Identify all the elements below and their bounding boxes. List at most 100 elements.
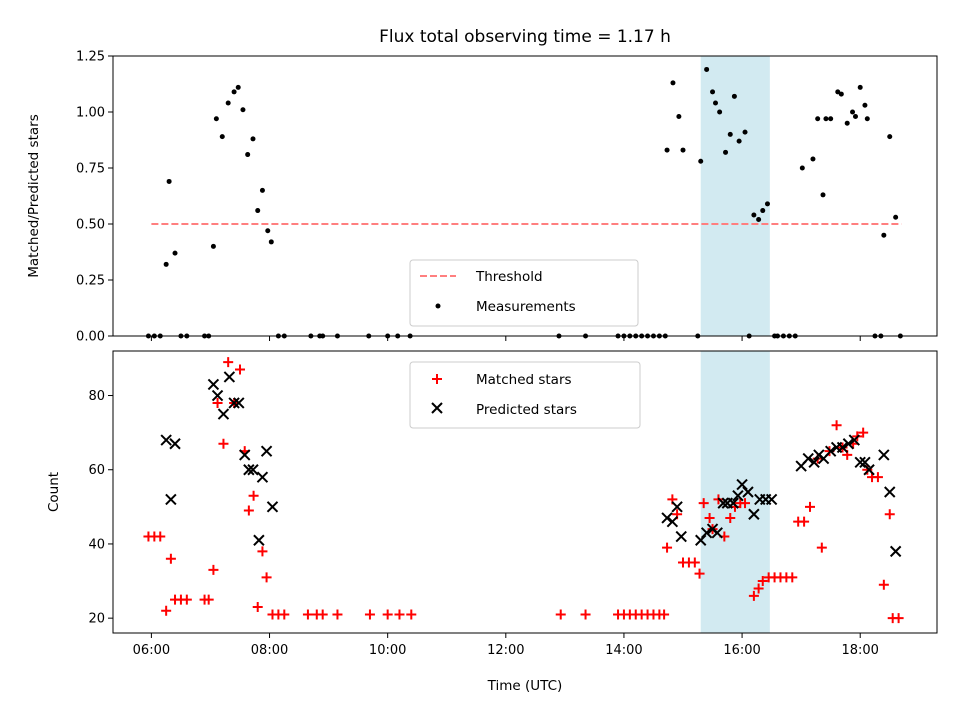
predicted-stars-point bbox=[661, 512, 673, 524]
measurements-point bbox=[764, 201, 770, 207]
predicted-stars-point bbox=[247, 464, 259, 476]
measurements-point bbox=[213, 116, 219, 122]
predicted-stars-point bbox=[732, 490, 744, 502]
matched-stars-point bbox=[662, 542, 673, 553]
count-x-axis: 06:00 08:00 10:00 12:00 14:00 16:00 18:00 bbox=[133, 633, 879, 658]
ratio-y-tick-label: 0.75 bbox=[76, 162, 105, 177]
measurements-point bbox=[799, 165, 805, 171]
predicted-stars-point bbox=[842, 438, 855, 450]
measurements-point bbox=[235, 84, 241, 90]
matched-stars-point bbox=[261, 572, 272, 583]
ratio-panel: Flux total observing time = 1.17 h 0.00 0… bbox=[26, 27, 938, 345]
matched-stars-point bbox=[161, 605, 172, 616]
measurements-point bbox=[881, 232, 887, 238]
measurements-point bbox=[231, 89, 237, 95]
ratio-y-tick-label: 0.25 bbox=[76, 274, 105, 289]
measurements-point bbox=[664, 147, 670, 153]
matched-stars-point bbox=[382, 609, 393, 620]
legend-predicted-swatch bbox=[431, 402, 443, 414]
matched-stars-point bbox=[580, 609, 591, 620]
measurements-point bbox=[698, 158, 704, 164]
predicted-stars-point bbox=[228, 397, 240, 409]
measurements-point bbox=[751, 212, 757, 218]
predicted-stars-point bbox=[169, 438, 181, 450]
matched-stars-point bbox=[165, 553, 176, 564]
matched-stars-point bbox=[317, 609, 328, 620]
measurements-point bbox=[864, 116, 870, 122]
count-panel: 20 40 60 80 06:00 08:00 10:00 12:00 14:00 16:00 1… bbox=[46, 350, 938, 694]
matched-stars-point bbox=[725, 512, 736, 523]
matched-stars-point bbox=[878, 579, 889, 590]
matched-stars-point bbox=[787, 572, 798, 583]
matched-stars-point bbox=[805, 501, 816, 512]
measurements-point bbox=[710, 89, 716, 95]
predicted-stars-point bbox=[233, 397, 245, 409]
predicted-stars-point bbox=[256, 471, 269, 483]
count-y-tick-label: 60 bbox=[88, 463, 105, 478]
matched-stars-point bbox=[208, 564, 219, 575]
count-marks bbox=[143, 357, 904, 624]
predicted-stars-point bbox=[859, 456, 871, 469]
predicted-stars-point bbox=[836, 441, 849, 454]
predicted-stars-point bbox=[243, 464, 255, 476]
matched-stars-point bbox=[872, 472, 883, 483]
matched-stars-point bbox=[753, 583, 764, 594]
predicted-stars-point bbox=[675, 530, 687, 543]
count-y-axis-label: Count bbox=[46, 472, 62, 512]
measurements-point bbox=[823, 116, 829, 122]
matched-stars-point bbox=[858, 427, 869, 438]
legend-measurements-swatch bbox=[435, 303, 441, 309]
measurements-point bbox=[760, 208, 766, 214]
measurements-point bbox=[820, 192, 826, 198]
predicted-stars-point bbox=[666, 515, 679, 528]
predicted-stars-point bbox=[889, 545, 902, 558]
measurements-point bbox=[250, 136, 256, 142]
measurements-point bbox=[838, 91, 844, 97]
chart-title: Flux total observing time = 1.17 h bbox=[379, 27, 671, 47]
ratio-legend: Threshold Measurements bbox=[409, 259, 639, 327]
predicted-stars-point bbox=[266, 501, 279, 513]
ratio-y-axis: 0.00 0.25 0.50 0.75 1.00 1.25 bbox=[76, 50, 113, 345]
matched-stars-point bbox=[884, 509, 895, 520]
matched-stars-point bbox=[155, 531, 166, 542]
predicted-stars-point bbox=[217, 408, 230, 420]
count-y-tick-label: 40 bbox=[88, 537, 105, 552]
measurements-point bbox=[245, 152, 251, 158]
matched-stars-point bbox=[364, 609, 375, 620]
measurements-point bbox=[742, 129, 748, 135]
predicted-stars-point bbox=[736, 478, 748, 491]
measurements-point bbox=[887, 134, 893, 140]
matched-stars-point bbox=[862, 464, 873, 475]
matched-stars-point bbox=[740, 498, 751, 509]
measurements-point bbox=[852, 113, 858, 119]
predicted-stars-point bbox=[765, 493, 778, 506]
predicted-stars-point bbox=[742, 486, 754, 498]
matched-stars-point bbox=[698, 498, 709, 509]
predicted-stars-point bbox=[700, 527, 713, 539]
count-legend-box bbox=[409, 361, 641, 429]
predicted-stars-point bbox=[808, 456, 820, 469]
legend-threshold-label: Threshold bbox=[475, 269, 543, 285]
matched-stars-point bbox=[252, 602, 263, 613]
ratio-y-tick-label: 0.00 bbox=[76, 330, 105, 345]
ratio-y-tick-label: 1.25 bbox=[76, 50, 105, 65]
count-x-tick-label: 06:00 bbox=[133, 643, 170, 658]
matched-stars-point bbox=[748, 590, 759, 601]
measurements-point bbox=[210, 243, 216, 249]
measurements-point bbox=[163, 261, 169, 267]
matched-stars-point bbox=[816, 542, 827, 553]
measurements-point bbox=[219, 134, 225, 140]
predicted-stars-point bbox=[207, 378, 220, 391]
predicted-stars-point bbox=[671, 501, 683, 513]
matched-stars-point bbox=[203, 594, 214, 605]
legend-matched-swatch bbox=[432, 374, 442, 384]
measurements-point bbox=[172, 250, 178, 256]
matched-stars-point bbox=[181, 594, 192, 605]
legend-predicted-label: Predicted stars bbox=[476, 402, 577, 418]
measurements-point bbox=[680, 147, 686, 153]
predicted-stars-point bbox=[717, 497, 729, 509]
count-y-tick-label: 80 bbox=[88, 389, 105, 404]
count-x-tick-label: 14:00 bbox=[605, 643, 642, 658]
matched-stars-point bbox=[757, 576, 768, 587]
